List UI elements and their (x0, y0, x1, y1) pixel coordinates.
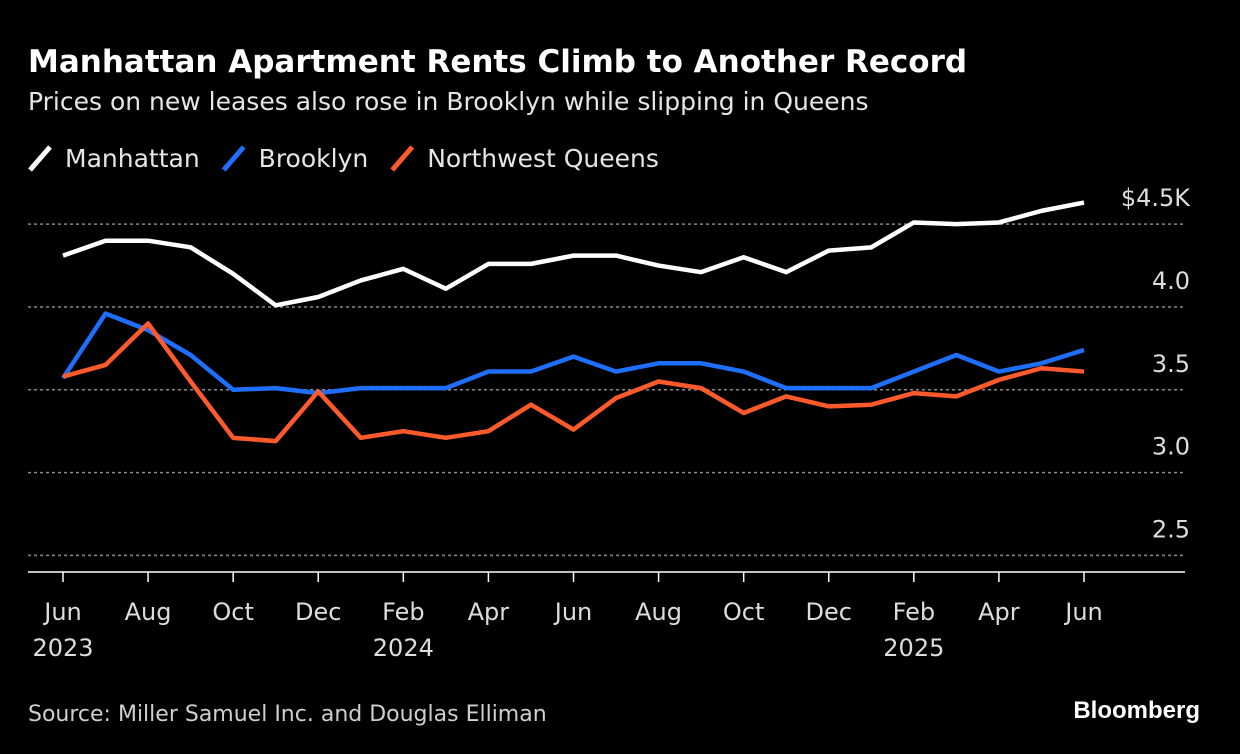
x-tick-label: Oct (723, 598, 765, 626)
x-tick-label: Dec (806, 598, 852, 626)
x-year-label: 2025 (883, 634, 944, 662)
series-line (62, 200, 1085, 308)
y-tick-label: 4.0 (1152, 267, 1190, 295)
x-tick-label: Jun (42, 598, 82, 626)
x-tick-label: Aug (125, 598, 172, 626)
x-tick-label: Jun (553, 598, 593, 626)
x-tick-label: Apr (468, 598, 510, 626)
chart-title: Manhattan Apartment Rents Climb to Anoth… (28, 44, 967, 80)
y-tick-label: 3.5 (1152, 350, 1190, 378)
source-note: Source: Miller Samuel Inc. and Douglas E… (28, 702, 547, 727)
brand: Bloomberg (1073, 697, 1200, 724)
legend-swatch (221, 145, 246, 172)
legend-label: Northwest Queens (427, 144, 659, 173)
x-tick-label: Feb (893, 598, 936, 626)
x-year-label: 2023 (32, 634, 93, 662)
y-tick-label: 2.5 (1152, 515, 1190, 543)
x-tick-label: Feb (382, 598, 425, 626)
series-line (62, 321, 1085, 444)
y-tick-label: 3.0 (1152, 433, 1190, 461)
x-tick-label: Apr (978, 598, 1020, 626)
legend-swatch (28, 145, 52, 172)
legend-swatch (390, 145, 415, 172)
x-tick-label: Jun (1063, 598, 1103, 626)
legend-label: Brooklyn (259, 144, 369, 173)
chart-subtitle: Prices on new leases also rose in Brookl… (28, 87, 868, 116)
x-tick-label: Oct (212, 598, 254, 626)
x-tick-label: Aug (635, 598, 682, 626)
legend-label: Manhattan (65, 144, 200, 173)
x-year-label: 2024 (373, 634, 434, 662)
series-line (61, 311, 1085, 396)
y-tick-label: $4.5K (1121, 184, 1191, 212)
x-tick-label: Dec (295, 598, 341, 626)
